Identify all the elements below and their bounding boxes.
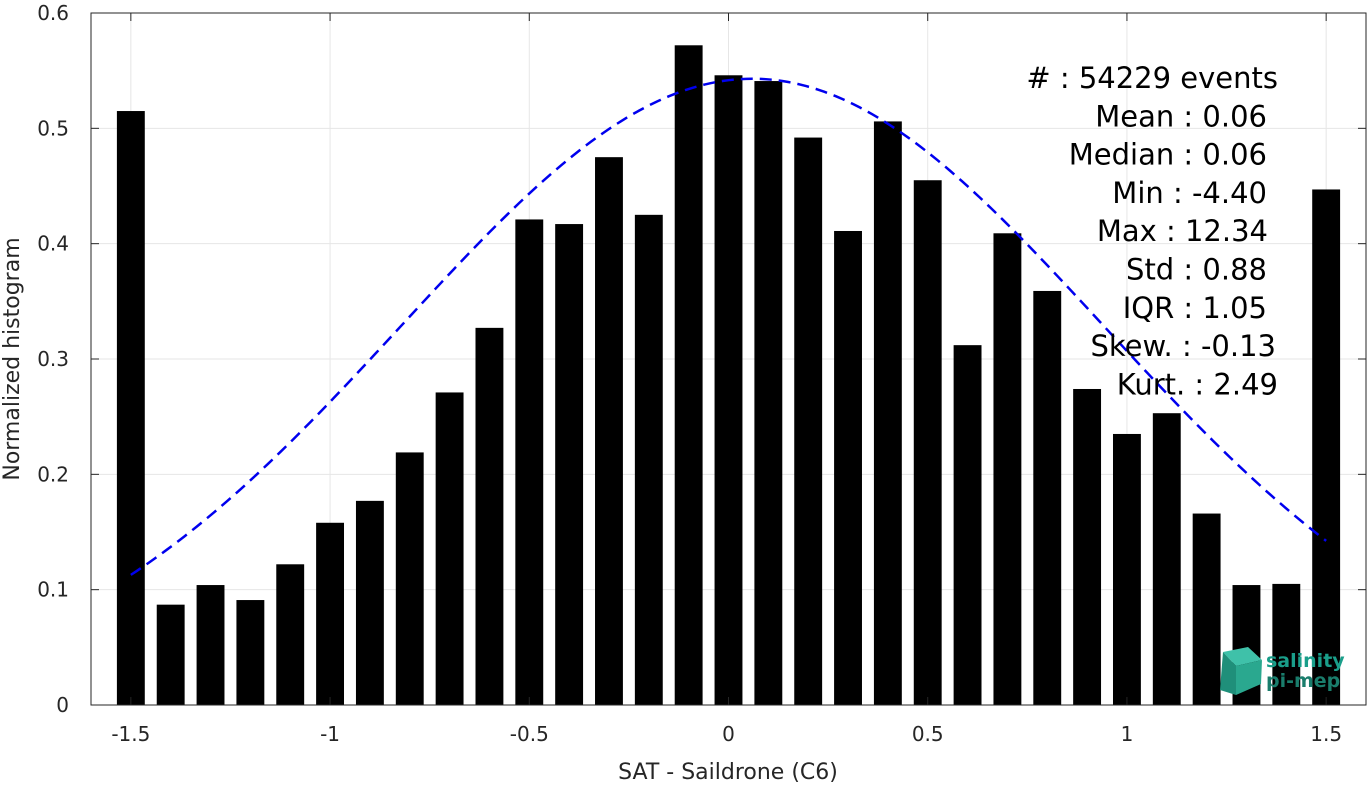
histogram-bar [1312,189,1341,705]
histogram-bar [993,233,1022,705]
x-tick-label: -1.5 [111,722,150,746]
stat-line: Min : -4.40 [1112,176,1267,210]
histogram-bar [355,500,384,705]
x-tick-label: -0.5 [510,722,549,746]
histogram-bar [515,219,544,706]
histogram-bar [1192,513,1221,705]
histogram-bar [634,214,663,706]
logo-text-line2: pi-mep [1266,670,1340,692]
histogram-bar [1272,583,1301,705]
histogram-bar [1112,433,1141,705]
histogram-bar [794,137,823,705]
stat-line: Median : 0.06 [1069,138,1267,172]
histogram-bar [873,121,902,705]
histogram-bar [754,81,783,705]
stat-line: Std : 0.88 [1126,253,1267,287]
statistics-annotation: # : 54229 events Mean : 0.06 Median : 0.06… [1026,61,1278,401]
x-axis-label: SAT - Saildrone (C6) [618,760,838,785]
histogram-bars [116,45,1341,706]
logo-cube-icon [1220,647,1262,695]
logo-text-line1: salinity [1266,650,1345,672]
stat-line: Max : 12.34 [1097,214,1268,248]
histogram-bar [276,564,305,705]
x-tick-label: 0 [722,722,735,746]
histogram-bar [116,111,145,706]
x-tick-label: 0.5 [912,722,944,746]
histogram-bar [1033,290,1062,705]
histogram-bar [714,75,743,705]
histogram-bar [595,157,623,705]
y-tick-label: 0.6 [37,1,69,25]
histogram-bar [1073,388,1102,705]
x-axis-ticks: -1.5 -1 -0.5 0 0.5 1 1.5 [111,13,1342,746]
histogram-bar [236,600,265,705]
y-axis-label: Normalized histogram [0,237,25,480]
histogram-bar [196,585,225,705]
y-tick-label: 0.3 [37,347,69,371]
y-tick-label: 0.1 [37,578,69,602]
salinity-pi-mep-logo: salinity pi-mep [1220,647,1345,695]
histogram-bar [913,180,942,705]
y-tick-label: 0.5 [37,116,69,140]
histogram-bar [555,224,584,705]
stat-line: IQR : 1.05 [1123,291,1267,325]
x-tick-label: -1 [320,722,340,746]
histogram-bar [953,345,982,705]
histogram-bar [834,230,862,706]
stat-line: Mean : 0.06 [1095,99,1267,133]
gaussian-fit-curve [130,77,1327,576]
y-axis-ticks: 0 0.1 0.2 0.3 0.4 0.5 0.6 [37,1,1366,717]
stat-line: Kurt. : 2.49 [1117,367,1278,401]
histogram-bar [316,522,345,705]
histogram-bar [674,45,703,705]
histogram-bar [156,604,185,705]
y-tick-label: 0.2 [37,462,69,486]
x-tick-label: 1 [1121,722,1134,746]
x-tick-label: 1.5 [1310,722,1342,746]
histogram-bar [435,392,464,705]
y-tick-label: 0.4 [37,232,69,256]
histogram-bar [1152,413,1181,705]
stat-line: # : 54229 events [1026,61,1278,95]
y-tick-label: 0 [56,693,69,717]
stat-line: Skew. : -0.13 [1090,329,1276,363]
histogram-bar [475,327,504,705]
histogram-bar [395,452,424,705]
